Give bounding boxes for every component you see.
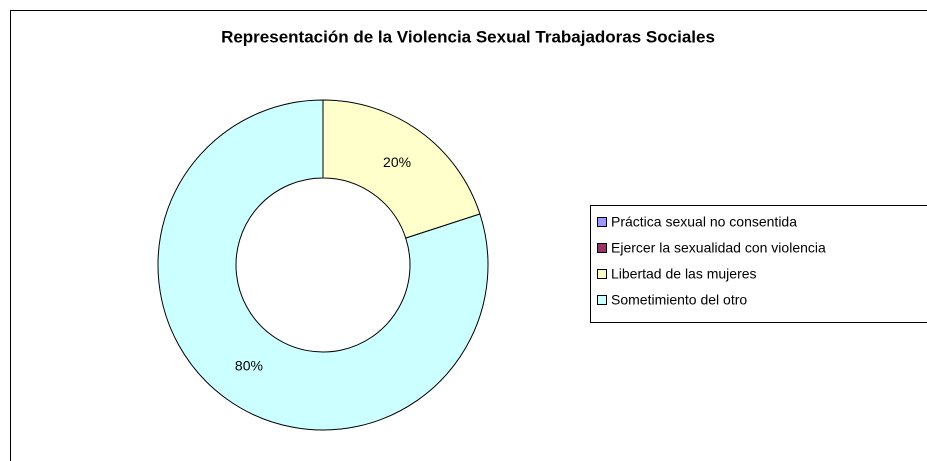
legend-swatch — [597, 295, 607, 305]
legend-swatch — [597, 243, 607, 253]
legend-swatch — [597, 217, 607, 227]
legend-swatch — [597, 269, 607, 279]
donut-segment — [157, 99, 489, 431]
legend-box — [590, 205, 927, 323]
chart-title: Representación de la Violencia Sexual Tr… — [221, 27, 715, 46]
legend-label: Libertad de las mujeres — [611, 266, 757, 282]
legend-label: Sometimiento del otro — [611, 292, 747, 308]
donut-segment — [322, 99, 481, 239]
legend-label: Ejercer la sexualidad con violencia — [611, 240, 826, 256]
legend-label: Práctica sexual no consentida — [611, 214, 797, 230]
data-label: 20% — [383, 154, 411, 170]
data-label: 80% — [235, 358, 263, 374]
